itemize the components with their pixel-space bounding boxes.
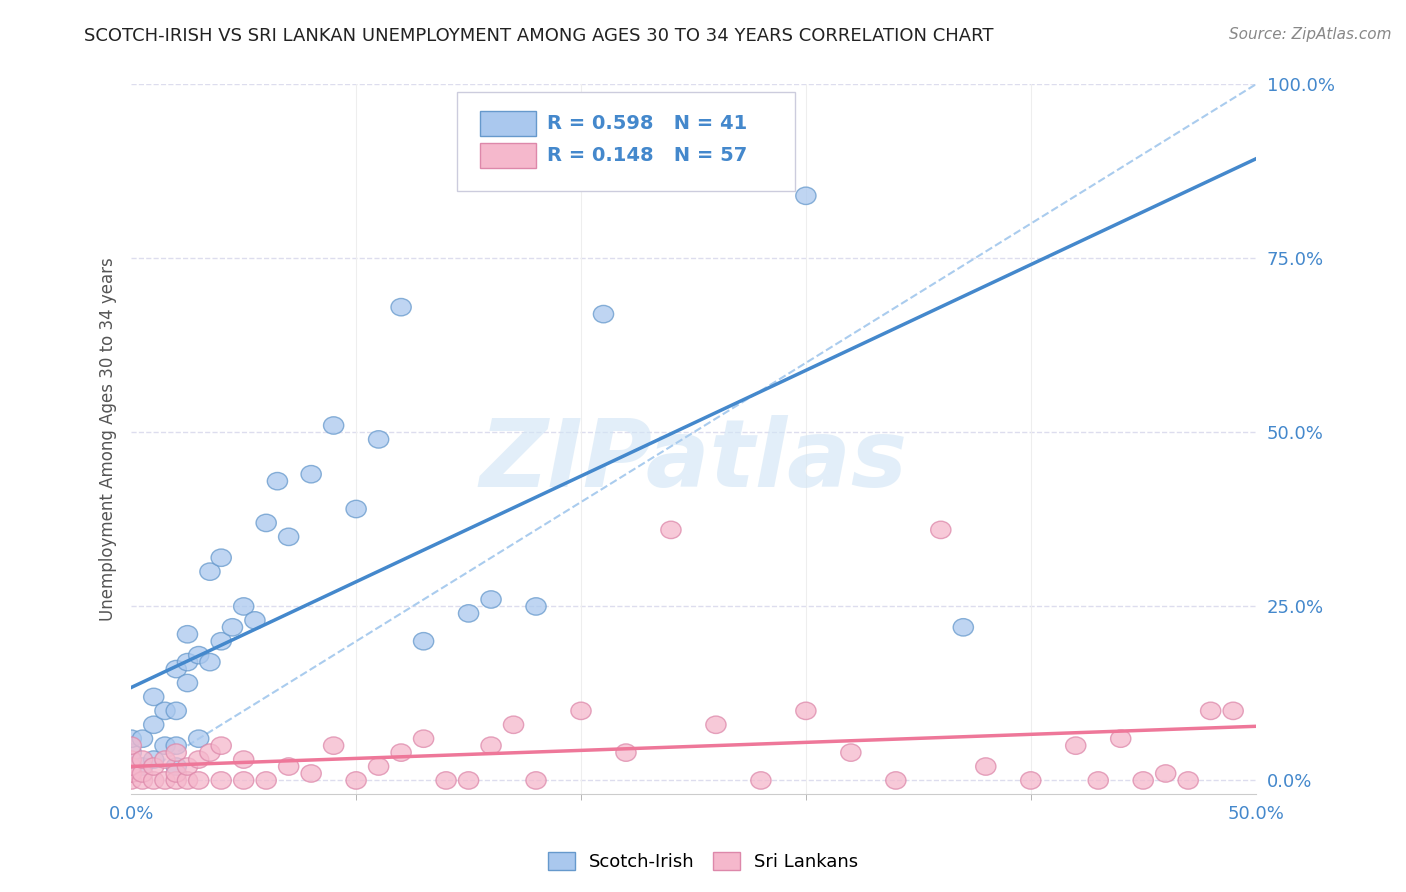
Legend: Scotch-Irish, Sri Lankans: Scotch-Irish, Sri Lankans [540,845,866,879]
Text: R = 0.148   N = 57: R = 0.148 N = 57 [547,146,748,165]
FancyBboxPatch shape [457,92,794,191]
Text: Source: ZipAtlas.com: Source: ZipAtlas.com [1229,27,1392,42]
Text: R = 0.598   N = 41: R = 0.598 N = 41 [547,114,748,133]
FancyBboxPatch shape [479,112,536,136]
Y-axis label: Unemployment Among Ages 30 to 34 years: Unemployment Among Ages 30 to 34 years [100,258,117,622]
Text: SCOTCH-IRISH VS SRI LANKAN UNEMPLOYMENT AMONG AGES 30 TO 34 YEARS CORRELATION CH: SCOTCH-IRISH VS SRI LANKAN UNEMPLOYMENT … [84,27,994,45]
FancyBboxPatch shape [479,143,536,168]
Text: ZIPatlas: ZIPatlas [479,415,907,507]
